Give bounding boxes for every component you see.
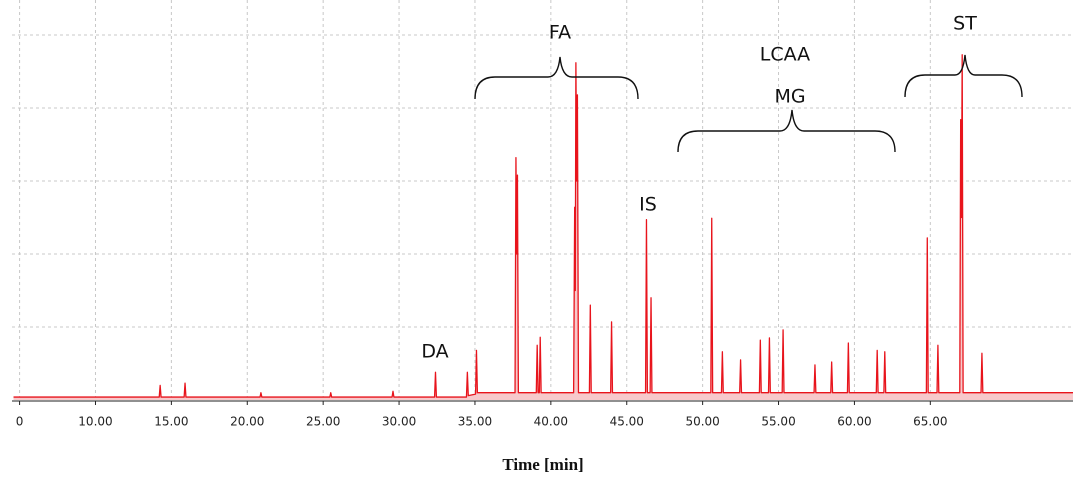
- annotation: IS: [639, 194, 657, 216]
- area: [13, 54, 1073, 400]
- x-ticks: 0 10.00 15.00 20.00 25.00 30.00 35.00 40.00 45.0…: [16, 401, 947, 429]
- x-tick-label: 65.00: [913, 415, 947, 429]
- annotation: ST: [953, 13, 977, 35]
- x-tick-label: 30.00: [382, 415, 416, 429]
- x-tick-label: 40.00: [534, 415, 568, 429]
- x-tick-label: 50.00: [685, 415, 719, 429]
- x-tick-label: 25.00: [306, 415, 340, 429]
- mg-bracket: [677, 109, 896, 153]
- annotation: FA: [549, 22, 571, 44]
- annotation: MG: [774, 86, 805, 108]
- x-tick-label: 15.00: [154, 415, 188, 429]
- x-tick-label: 55.00: [761, 415, 795, 429]
- grid: [12, 0, 1073, 400]
- line: [13, 54, 1073, 398]
- fa-bracket: [474, 56, 639, 100]
- x-tick-label: 0: [16, 415, 24, 429]
- x-tick-label: 35.00: [458, 415, 492, 429]
- x-tick-label: 60.00: [837, 415, 871, 429]
- x-tick-label: 45.00: [610, 415, 644, 429]
- st-bracket: [904, 54, 1023, 98]
- x-axis-title: Time [min]: [502, 455, 583, 474]
- annotation: DA: [421, 341, 448, 363]
- annotation: LCAA: [760, 44, 810, 66]
- x-tick-label: 20.00: [230, 415, 264, 429]
- x-tick-label: 10.00: [78, 415, 112, 429]
- plot: [13, 54, 1073, 400]
